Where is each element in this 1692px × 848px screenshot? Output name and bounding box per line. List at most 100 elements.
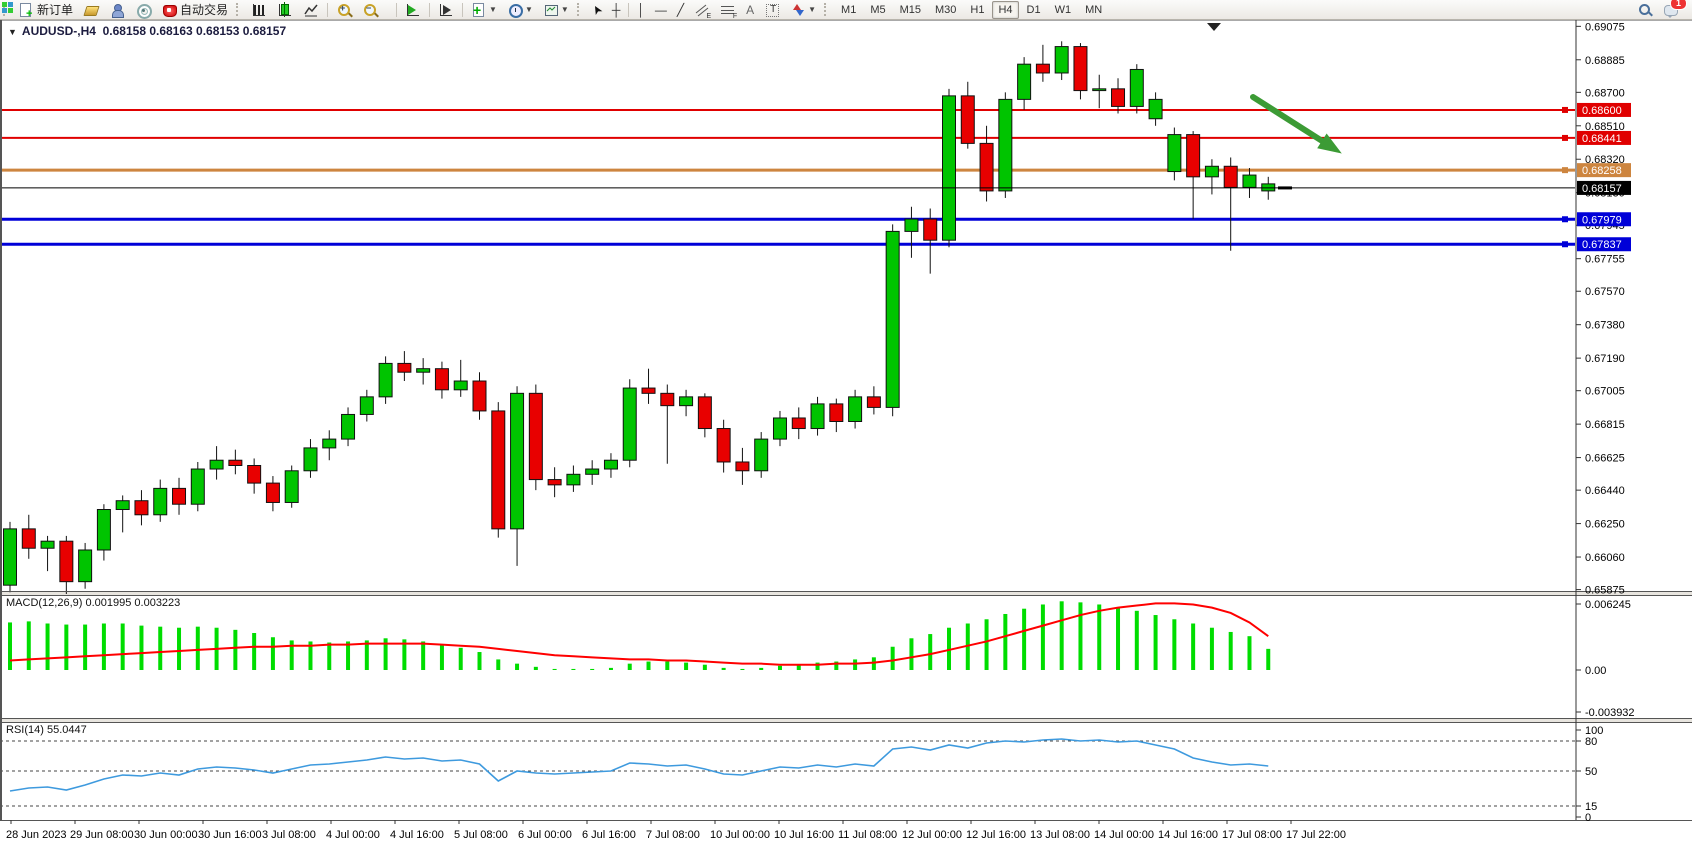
arrows-tool-button[interactable]: ▼ — [786, 0, 820, 19]
macd-histogram-bar — [327, 642, 332, 670]
indicators-button[interactable]: + ▼ — [467, 0, 501, 19]
vertical-line-button[interactable]: │ — [633, 0, 649, 19]
macd-histogram-bar — [590, 668, 595, 670]
splitter-main-macd[interactable] — [0, 591, 1692, 595]
candle-body-bear — [829, 403, 844, 422]
zoom-in-button[interactable]: + — [332, 0, 356, 19]
timeframe-button-w1[interactable]: W1 — [1054, 3, 1072, 16]
tile-windows-button[interactable] — [2, 0, 392, 19]
time-axis-label: 13 Jul 08:00 — [1030, 829, 1090, 841]
horizontal-line-button[interactable]: — — [651, 0, 671, 19]
timeframe-button-h1[interactable]: H1 — [970, 3, 985, 16]
price-axis-tick-label: 0.67380 — [1585, 320, 1625, 332]
autotrading-button[interactable]: 自动交易 — [157, 0, 232, 19]
signals-button[interactable] — [131, 0, 155, 19]
bar-chart-button[interactable] — [247, 0, 271, 19]
add-indicator-icon: + — [471, 2, 487, 18]
macd-histogram-bar — [496, 659, 501, 670]
arrows-icon — [790, 2, 806, 18]
splitter-macd-rsi[interactable] — [0, 718, 1692, 722]
candle-body-bear — [1073, 46, 1088, 92]
macd-histogram-bar — [871, 657, 876, 670]
candle-body-bull — [679, 396, 694, 407]
candle-body-bull — [78, 549, 93, 583]
toolbar-grip[interactable] — [576, 3, 584, 16]
market-depth-button[interactable] — [79, 0, 103, 19]
toolbar-grip[interactable] — [236, 3, 243, 16]
zoom-out-button[interactable]: − — [358, 0, 382, 19]
chart-shift-marker[interactable] — [1207, 23, 1221, 31]
template-icon — [543, 2, 559, 18]
auto-scroll-button[interactable] — [401, 0, 425, 19]
macd-histogram-bar — [646, 661, 651, 670]
text-label-button[interactable]: T — [760, 0, 784, 19]
channel-icon: E — [694, 2, 711, 20]
price-level-handle[interactable] — [1562, 134, 1568, 141]
candle-body-bull — [998, 98, 1013, 192]
rsi-axis-tick-label: 0 — [1585, 812, 1591, 824]
fibonacci-button[interactable]: F — [716, 0, 740, 20]
trend-arrow-head[interactable] — [1317, 133, 1342, 154]
price-level-handle[interactable] — [1562, 241, 1568, 248]
price-level-axis-label: 0.67979 — [1582, 214, 1622, 226]
macd-histogram-bar — [1172, 619, 1177, 670]
ohlc-values: 0.68158 0.68163 0.68153 0.68157 — [102, 24, 287, 38]
timeframe-button-m15[interactable]: M15 — [899, 3, 922, 16]
cursor-button[interactable]: ➤ — [588, 0, 606, 19]
timeframe-button-m1[interactable]: M1 — [841, 3, 857, 16]
candle-chart-button[interactable] — [273, 0, 297, 19]
candle-body-bull — [453, 380, 468, 391]
candle-body-bear — [247, 464, 262, 484]
equidistant-channel-button[interactable]: E — [690, 0, 714, 20]
candle-body-bull — [284, 470, 299, 503]
price-axis-tick-label: 0.66625 — [1585, 453, 1625, 465]
macd-histogram-bar — [1078, 602, 1083, 670]
chart-menu-icon[interactable]: ▼ — [8, 27, 17, 37]
candle-body-bear — [716, 428, 731, 463]
candle-body-bull — [1242, 174, 1257, 188]
time-axis-label: 30 Jun 16:00 — [198, 829, 262, 841]
timeframe-button-mn[interactable]: MN — [1085, 3, 1103, 16]
candle-body-bull — [1017, 63, 1032, 100]
periods-button[interactable]: ▼ — [503, 0, 537, 19]
crosshair-icon: ┼ — [611, 2, 621, 17]
chart-shift-button[interactable] — [434, 0, 458, 19]
price-axis-tick-label: 0.67570 — [1585, 286, 1625, 298]
macd-histogram-bar — [64, 624, 69, 670]
price-level-handle[interactable] — [1562, 167, 1568, 174]
candle-body-bull — [341, 413, 356, 440]
timeframe-button-m30[interactable]: M30 — [935, 3, 957, 16]
timeframe-button-d1[interactable]: D1 — [1026, 3, 1041, 16]
line-chart-button[interactable] — [299, 0, 323, 19]
macd-histogram-bar — [909, 638, 914, 670]
price-level-handle[interactable] — [1562, 106, 1568, 113]
candle-body-bull — [190, 468, 205, 505]
new-order-button[interactable]: + 新订单 — [14, 0, 77, 19]
macd-histogram-bar — [702, 664, 707, 670]
gold-bar-icon — [83, 2, 100, 18]
timeframe-button-m5[interactable]: M5 — [870, 3, 886, 16]
candle-body-bear — [491, 410, 506, 530]
community-button[interactable] — [105, 0, 129, 19]
text-tool-button[interactable]: A — [742, 0, 758, 19]
time-axis-label: 12 Jul 16:00 — [966, 829, 1026, 841]
candle-body-bull — [1148, 98, 1163, 120]
trendline-button[interactable]: ╱ — [673, 0, 688, 19]
candle-body-bull — [754, 438, 769, 472]
search-button[interactable] — [1633, 0, 1657, 19]
toolbar-grip[interactable] — [824, 3, 831, 16]
price-axis-tick-label: 0.65875 — [1585, 585, 1625, 597]
time-axis-label: 6 Jul 00:00 — [518, 829, 572, 841]
line-chart-icon — [303, 2, 319, 18]
trend-arrow-line[interactable] — [1250, 94, 1333, 149]
templates-button[interactable]: ▼ — [539, 0, 573, 19]
time-axis-label: 17 Jul 08:00 — [1222, 829, 1282, 841]
candle-body-bear — [1111, 88, 1126, 107]
timeframe-button-h4[interactable]: H4 — [992, 0, 1019, 19]
crosshair-button[interactable]: ┼ — [608, 0, 625, 19]
zoom-in-icon: + — [336, 2, 352, 18]
notifications-button[interactable]: 1 — [1659, 0, 1687, 19]
price-level-handle[interactable] — [1562, 216, 1568, 223]
